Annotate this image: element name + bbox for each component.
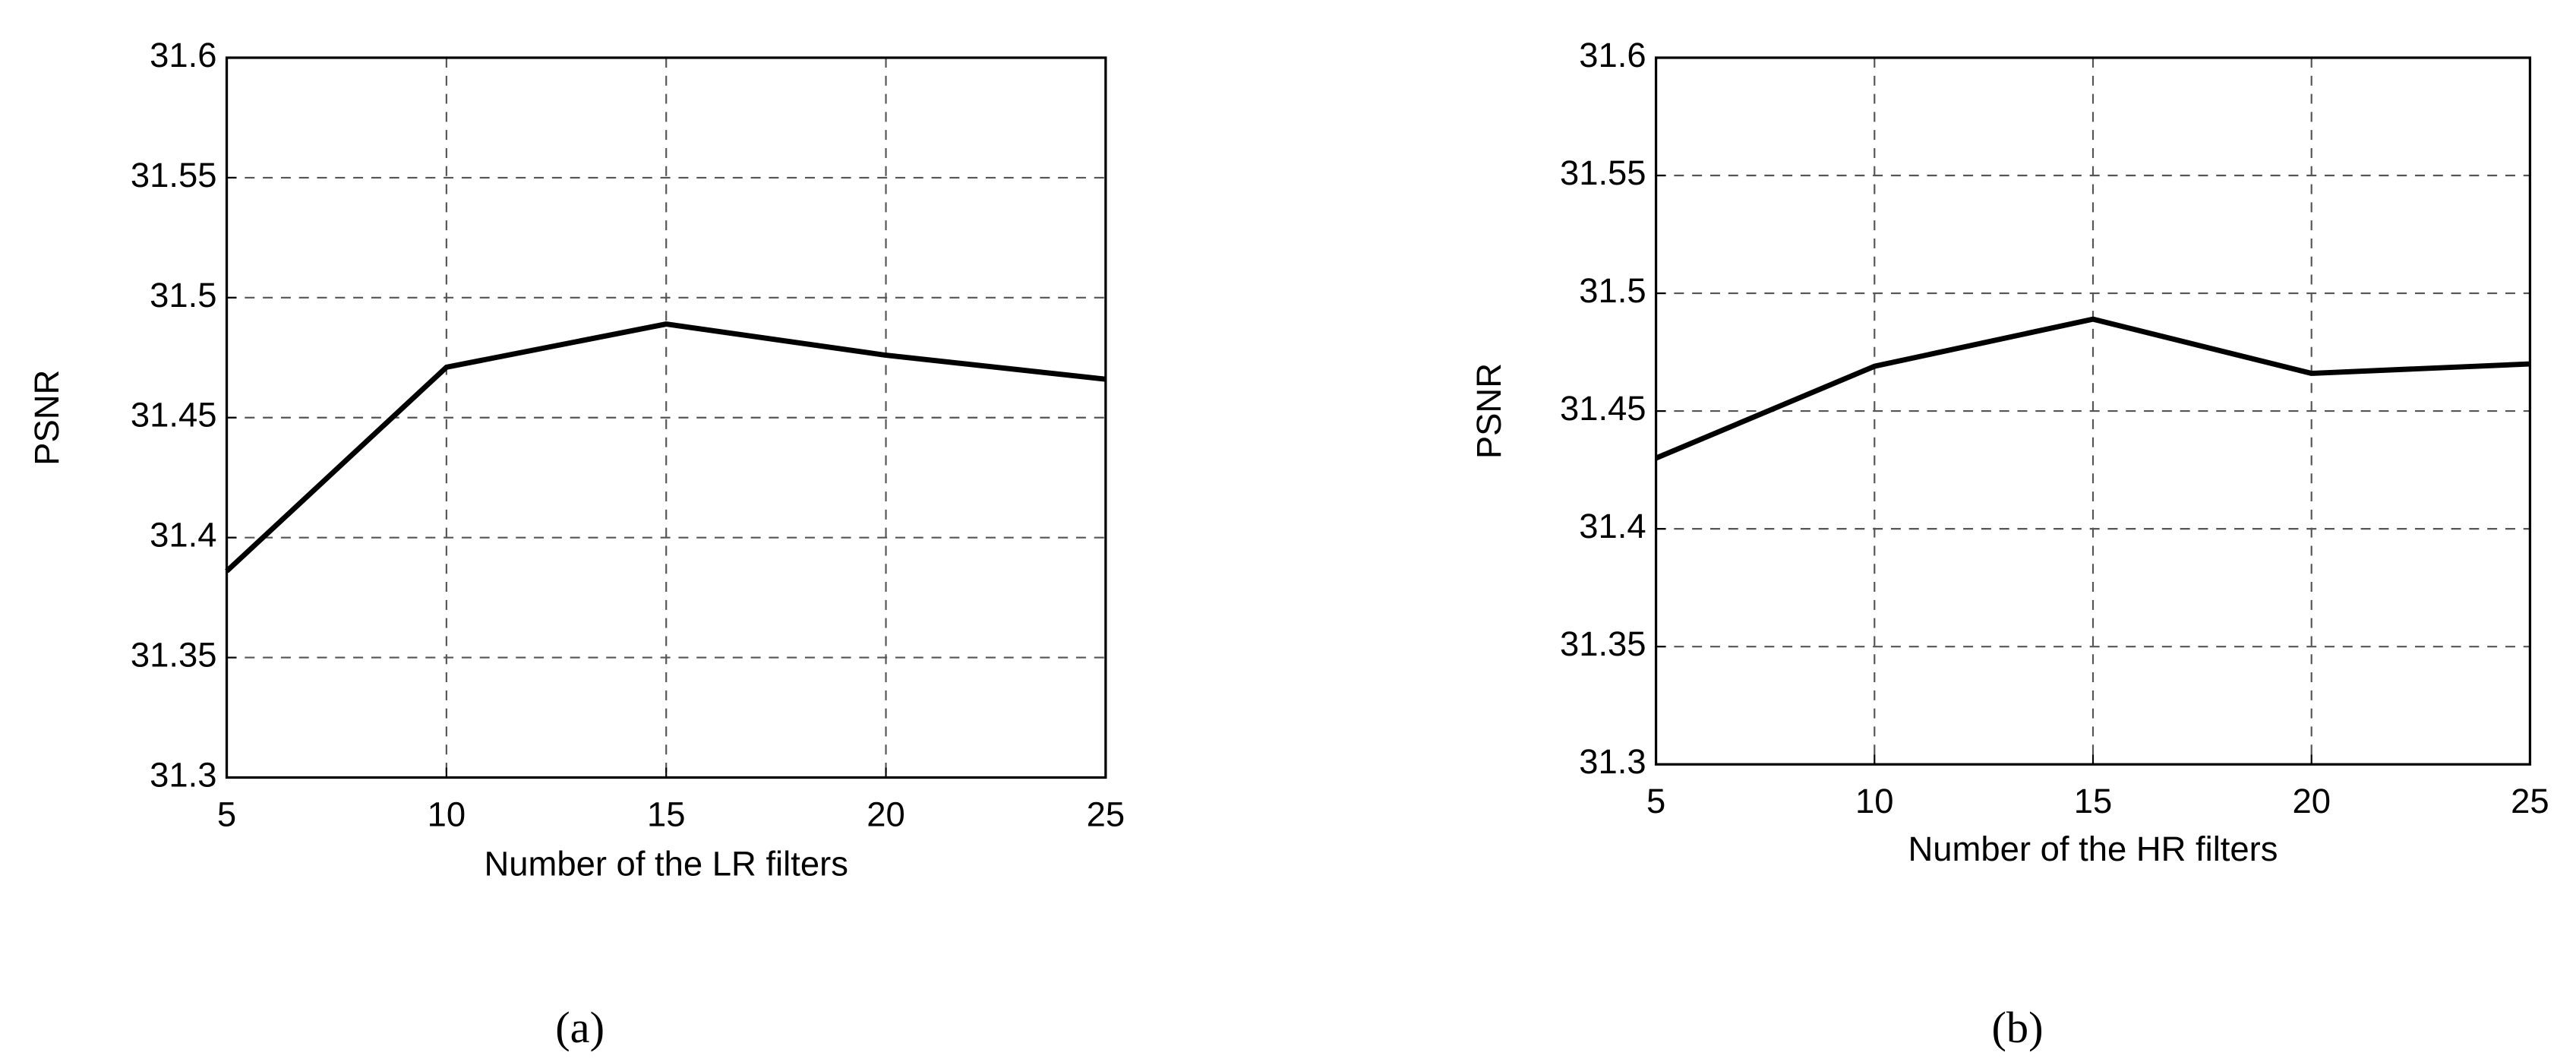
y-tick-label: 31.3 bbox=[1579, 742, 1646, 781]
y-tick-label: 31.35 bbox=[131, 636, 217, 675]
x-tick-label: 15 bbox=[2074, 782, 2113, 820]
x-tick-label: 5 bbox=[1646, 782, 1665, 820]
x-axis-label: Number of the HR filters bbox=[1908, 830, 2278, 868]
data-line bbox=[1655, 316, 2530, 461]
y-tick-label: 31.55 bbox=[1560, 153, 1646, 192]
x-tick-label: 5 bbox=[217, 795, 236, 833]
caption: (b) bbox=[1991, 1003, 2043, 1052]
y-tick-label: 31.55 bbox=[131, 156, 217, 194]
x-tick-label: 25 bbox=[1087, 795, 1125, 833]
data-line bbox=[225, 321, 1106, 574]
x-tick-label: 10 bbox=[1855, 782, 1894, 820]
caption: (a) bbox=[555, 1003, 605, 1052]
y-tick-label: 31.35 bbox=[1560, 624, 1646, 663]
y-tick-label: 31.3 bbox=[150, 755, 216, 794]
y-tick-label: 31.5 bbox=[150, 276, 216, 314]
x-tick-label: 20 bbox=[867, 795, 905, 833]
plot-frame bbox=[225, 56, 1107, 779]
y-tick-label: 31.6 bbox=[1579, 36, 1646, 74]
y-tick-label: 31.4 bbox=[150, 516, 216, 555]
x-tick-label: 10 bbox=[428, 795, 466, 833]
y-tick-label: 31.4 bbox=[1579, 507, 1646, 545]
x-tick-label: 25 bbox=[2511, 782, 2549, 820]
y-axis-label: PSNR bbox=[27, 370, 66, 466]
plot-frame bbox=[1654, 56, 2532, 766]
x-tick-label: 20 bbox=[2292, 782, 2331, 820]
y-tick-label: 31.6 bbox=[150, 36, 216, 74]
y-tick-label: 31.5 bbox=[1579, 271, 1646, 310]
y-tick-label: 31.45 bbox=[131, 396, 217, 435]
x-axis-label: Number of the LR filters bbox=[484, 844, 848, 883]
y-tick-label: 31.45 bbox=[1560, 389, 1646, 428]
x-tick-label: 15 bbox=[647, 795, 686, 833]
y-axis-label: PSNR bbox=[1470, 363, 1508, 459]
